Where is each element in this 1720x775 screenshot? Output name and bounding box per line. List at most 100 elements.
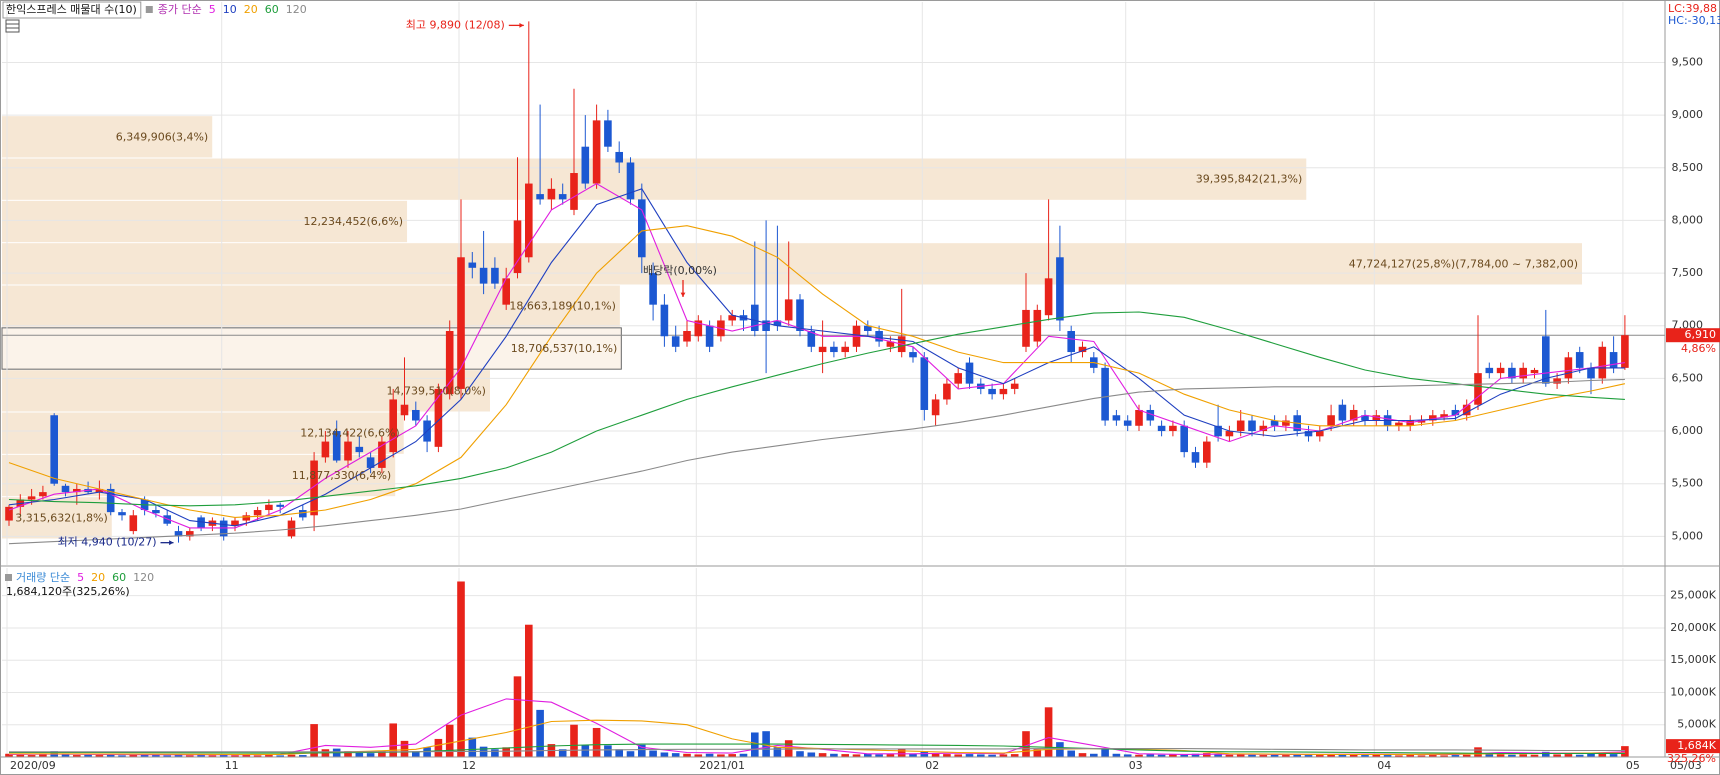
candle-body xyxy=(265,504,273,511)
volume-bar xyxy=(694,754,703,757)
volume-bar xyxy=(61,754,70,757)
candle-body xyxy=(412,409,420,421)
volume-bar xyxy=(796,751,804,757)
y-tick-label: 9,000 xyxy=(1672,108,1704,121)
candle-body xyxy=(649,273,657,305)
ma-line xyxy=(9,743,1625,755)
volume-bar xyxy=(615,749,623,757)
x-tick-label: 2020/09 xyxy=(10,759,56,772)
volume-bar xyxy=(1349,754,1358,757)
volume-bar xyxy=(886,754,895,757)
candle-body xyxy=(378,441,386,468)
profile-band-label: 12,234,452(6,6%) xyxy=(304,215,404,228)
volume-bar xyxy=(965,754,974,757)
volume-bar xyxy=(717,754,725,757)
annotation-arrowhead xyxy=(169,540,174,546)
candle-body xyxy=(1282,420,1290,426)
ma-line xyxy=(8,311,1625,507)
volume-bar xyxy=(1225,754,1234,757)
volume-bar xyxy=(728,754,736,757)
volume-bar xyxy=(355,752,364,757)
candle-body xyxy=(1542,336,1550,384)
candle-body xyxy=(1112,415,1121,421)
candle-body xyxy=(1587,367,1595,379)
volume-bar xyxy=(1338,754,1347,757)
volume-bar xyxy=(5,753,13,757)
volume-bar xyxy=(1429,755,1437,757)
volume-bar xyxy=(174,755,183,757)
volume-bar xyxy=(683,753,691,757)
volume-tag xyxy=(1666,739,1720,754)
ma-line xyxy=(8,182,1625,529)
candle-body xyxy=(39,492,47,497)
candle-body xyxy=(558,194,567,200)
candle-body xyxy=(231,520,239,526)
candle-body xyxy=(1010,383,1019,389)
candle-body xyxy=(909,352,917,358)
volume-bar xyxy=(400,740,409,757)
candle-body xyxy=(751,304,759,331)
candle-body xyxy=(1203,441,1211,463)
candle-body xyxy=(638,199,646,258)
volume-bar xyxy=(231,755,239,757)
volume-bar xyxy=(558,749,567,757)
volume-bar xyxy=(73,755,81,757)
volume-tag-label: 1,684K xyxy=(1677,739,1716,752)
annotation-arrowhead xyxy=(519,22,524,28)
candle-body xyxy=(1135,409,1143,426)
volume-bar xyxy=(434,738,443,757)
candle-body xyxy=(999,388,1008,395)
y-tick-label: 6,000 xyxy=(1672,424,1704,437)
profile-band xyxy=(2,285,620,327)
candle-body xyxy=(479,267,488,284)
volume-bar xyxy=(27,755,36,757)
candle-body xyxy=(694,320,703,337)
volume-bar xyxy=(118,755,126,757)
candle-body xyxy=(186,531,194,537)
candle-body xyxy=(445,330,454,395)
candle-body xyxy=(886,341,895,347)
candle-body xyxy=(604,120,612,147)
profile-band-label: 47,724,127(25,8%)(7,784,00 ~ 7,382,00) xyxy=(1349,257,1578,270)
volume-bar xyxy=(186,755,194,757)
candle-body xyxy=(875,330,883,342)
volume-bar xyxy=(525,624,533,757)
volume-bar xyxy=(16,754,25,757)
table-icon[interactable] xyxy=(5,19,20,33)
volume-bar xyxy=(1044,707,1053,757)
candle-body xyxy=(1022,309,1030,347)
volume-bar xyxy=(378,750,386,757)
volume-bar xyxy=(1180,754,1188,757)
volume-bar xyxy=(457,581,465,757)
candle-body xyxy=(784,299,793,321)
volume-bar xyxy=(1067,750,1075,757)
y-tick-label: 5,000 xyxy=(1672,529,1704,542)
volume-bar xyxy=(1123,754,1132,757)
volume-bar xyxy=(1553,754,1561,757)
candle-body xyxy=(174,531,183,537)
legend-entry: 20 xyxy=(244,3,258,16)
volume-bar xyxy=(626,751,635,757)
y2-tick-label: 20,000K xyxy=(1670,621,1716,634)
volume-bar xyxy=(197,755,205,757)
volume-bar xyxy=(1169,754,1177,757)
volume-bar xyxy=(1112,753,1121,757)
candle-body xyxy=(321,441,330,458)
candle-body xyxy=(1338,404,1347,421)
candle-body xyxy=(355,446,364,453)
candle-body xyxy=(1259,425,1268,432)
candle-body xyxy=(434,388,443,447)
candle-body xyxy=(299,510,307,518)
candle-body xyxy=(1598,346,1607,379)
profile-band xyxy=(2,243,1582,285)
candle-body xyxy=(1236,420,1245,432)
volume-bar xyxy=(106,754,115,757)
volume-bar xyxy=(807,752,816,757)
legend-entry: 120 xyxy=(133,571,154,584)
lc-label: LC:39,88 xyxy=(1668,2,1717,15)
candle-body xyxy=(1248,420,1256,432)
volume-bar xyxy=(1101,749,1109,757)
volume-bar xyxy=(1530,754,1539,757)
profile-band-label: 12,134,422(6,6%) xyxy=(300,427,400,440)
volume-bar xyxy=(1270,754,1279,757)
